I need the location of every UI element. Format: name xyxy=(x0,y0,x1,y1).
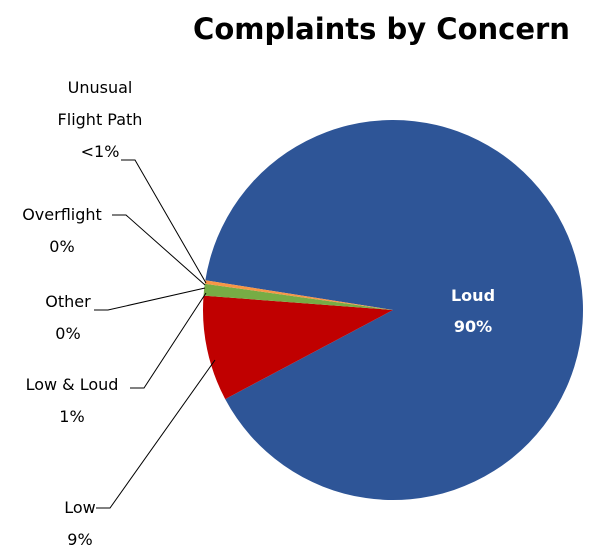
leader-line xyxy=(94,287,206,311)
slice-label: Other xyxy=(45,292,91,311)
slice-label: Overflight xyxy=(22,205,102,224)
leader-line xyxy=(130,292,207,389)
slice-label: Low xyxy=(64,498,96,517)
pie-slice xyxy=(205,120,583,500)
value-label: 0% xyxy=(49,237,75,256)
value-label: 0% xyxy=(55,324,81,343)
leader-line xyxy=(112,214,206,286)
value-label: 90% xyxy=(453,317,493,336)
value-label: <1% xyxy=(80,142,120,161)
leader-line xyxy=(121,159,207,284)
slice-label: Low & Loud xyxy=(25,375,119,394)
pie-slice xyxy=(202,295,393,400)
pie-slice xyxy=(203,283,393,310)
leader-line xyxy=(96,359,216,509)
chart-title: Complaints by Concern xyxy=(193,12,570,46)
pie-slice xyxy=(204,280,393,310)
value-label: 1% xyxy=(59,407,85,426)
value-label: 9% xyxy=(67,530,93,549)
slice-label: Loud xyxy=(450,286,496,305)
slice-label: Unusual Flight Path xyxy=(57,78,143,129)
